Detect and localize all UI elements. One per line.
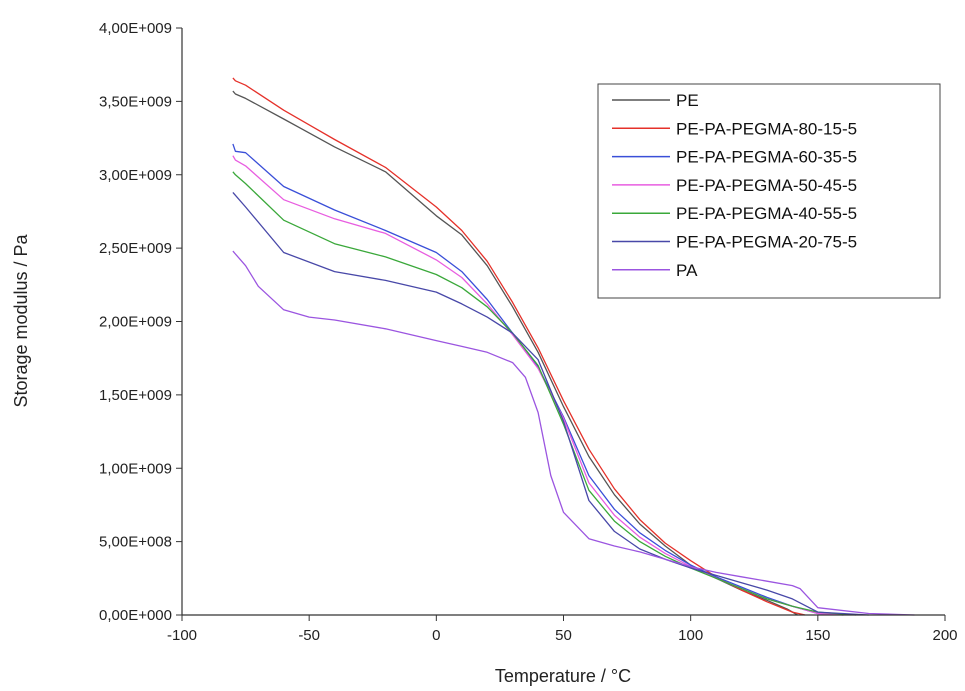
- series-line-3: [232, 143, 844, 616]
- x-tick-label: 50: [555, 627, 572, 644]
- legend-label: PA: [676, 261, 698, 280]
- series-line-5: [232, 171, 857, 616]
- legend-label: PE-PA-PEGMA-50-45-5: [676, 176, 857, 195]
- y-axis-title: Storage modulus / Pa: [11, 233, 31, 407]
- y-ticks: 0,00E+000 5,00E+008 1,00E+009 1,50E+009 2,00…: [99, 20, 182, 624]
- x-tick-label: -50: [298, 627, 320, 644]
- legend-box: [597, 83, 941, 299]
- series-line-1: [232, 90, 798, 616]
- y-tick-label: 4,00E+009: [99, 20, 172, 37]
- y-tick-label: 2,50E+009: [99, 240, 172, 257]
- series-line-6: [232, 191, 869, 616]
- x-tick-label: -100: [167, 627, 197, 644]
- legend-label: PE-PA-PEGMA-60-35-5: [676, 148, 857, 167]
- y-tick-label: 0,00E+000: [99, 607, 172, 624]
- y-tick-label: 1,50E+009: [99, 387, 172, 404]
- x-axis-title: Temperature / °C: [495, 666, 631, 686]
- legend: PE PE-PA-PEGMA-80-15-5 PE-PA-PEGMA-60-35-5…: [597, 83, 941, 299]
- y-tick-label: 1,00E+009: [99, 460, 172, 477]
- y-tick-label: 3,50E+009: [99, 93, 172, 110]
- legend-label: PE-PA-PEGMA-80-15-5: [676, 119, 857, 138]
- plot-curves: [232, 77, 915, 616]
- legend-label: PE-PA-PEGMA-20-75-5: [676, 233, 857, 252]
- series-line-7: [232, 250, 915, 616]
- legend-label: PE-PA-PEGMA-40-55-5: [676, 204, 857, 223]
- y-tick-label: 3,00E+009: [99, 167, 172, 184]
- legend-label: PE: [676, 91, 699, 110]
- x-tick-label: 100: [678, 627, 703, 644]
- x-tick-label: 0: [432, 627, 440, 644]
- x-tick-label: 200: [932, 627, 957, 644]
- y-tick-label: 5,00E+008: [99, 534, 172, 551]
- y-tick-label: 2,00E+009: [99, 314, 172, 331]
- x-tick-label: 150: [805, 627, 830, 644]
- x-ticks: -100 -50 0 50 100 150 200: [167, 615, 958, 644]
